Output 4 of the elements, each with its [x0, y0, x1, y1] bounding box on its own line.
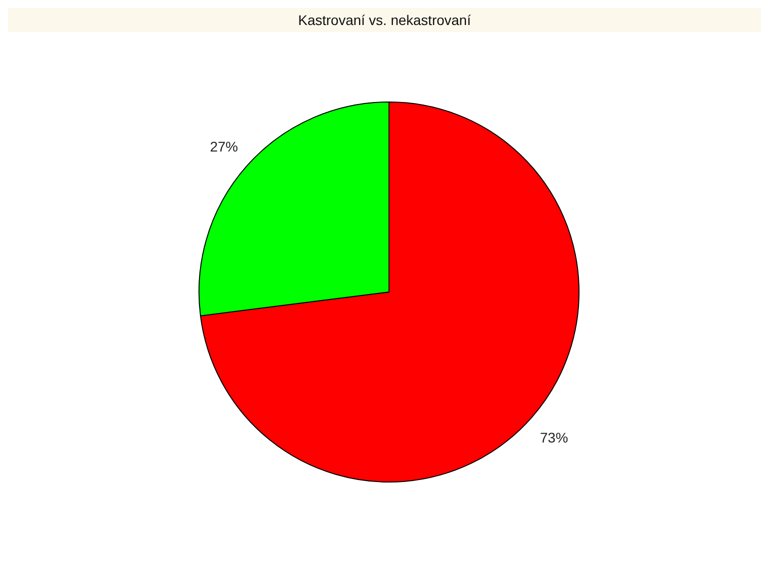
chart-title: Kastrovaní vs. nekastrovaní: [8, 8, 761, 32]
pie-slice: [200, 102, 580, 482]
data-label: 73%: [540, 429, 568, 446]
data-label: 27%: [210, 138, 238, 155]
